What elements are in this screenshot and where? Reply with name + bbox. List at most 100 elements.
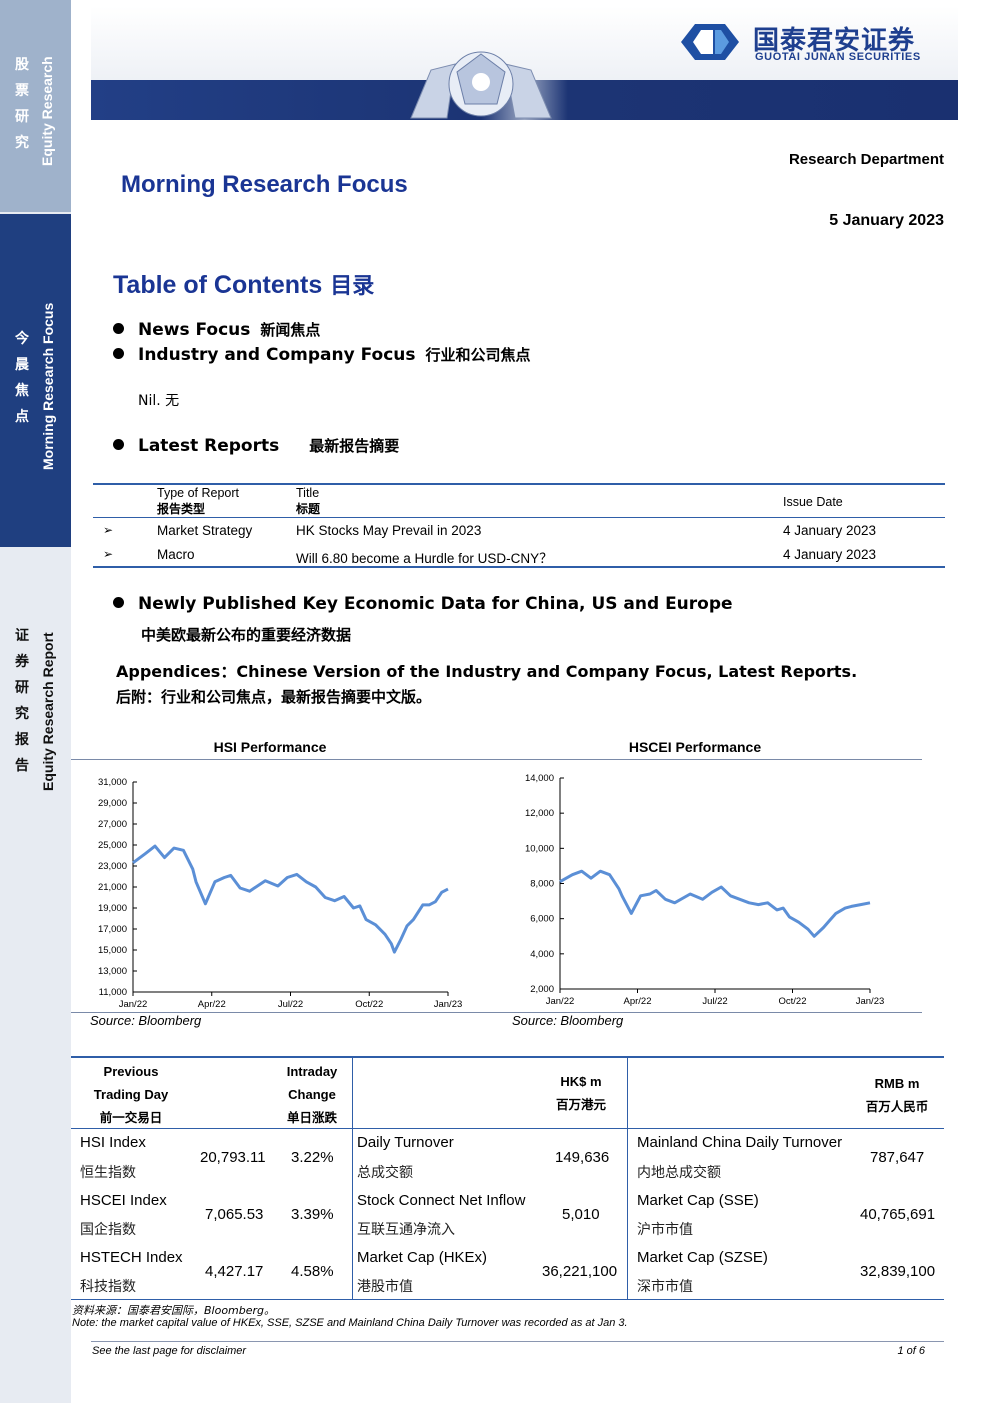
col-title-header: Title 标题 [296,486,321,516]
report-date: 5 January 2023 [829,212,944,229]
sidebar-bot-cn: 证券研究报告 [15,628,29,774]
y-tick-label: 27,000 [98,819,127,830]
cn-metric-value: 32,839,100 [860,1263,936,1280]
hsi-chart-title: HSI Performance [213,739,327,755]
hsi-chart-source: Source: Bloomberg [90,1013,202,1028]
y-tick-label: 2,000 [530,984,554,995]
hkd-header: HK$ m 百万港元 [555,1074,606,1112]
series-line [132,844,449,954]
index-name-cn: 恒生指数 [80,1165,136,1181]
header-banner: 国泰君安证券 GUOTAI JUNAN SECURITIES [91,6,958,122]
index-change: 3.39% [291,1206,334,1223]
x-tick-label: Oct/22 [779,996,807,1007]
x-tick-label: Jul/22 [278,999,303,1010]
x-tick-label: Jan/23 [434,999,463,1010]
cn-metric-value: 787,647 [870,1149,925,1166]
report-type: Market Strategy [157,523,253,538]
sidebar-mid-cn: 今晨焦点 [15,331,29,425]
y-tick-label: 12,000 [525,808,554,819]
hk-metric-cn: 互联互通净流入 [357,1222,455,1238]
x-tick-label: Jan/22 [546,996,575,1007]
index-prev-close: 20,793.11 [200,1149,266,1166]
rmb-header: RMB m 百万人民币 [865,1076,929,1114]
y-tick-label: 8,000 [530,879,554,890]
sidebar-equity-research: 股票研究 Equity Research [0,0,71,212]
index-name: HSI Index [80,1134,146,1151]
cn-metric-cn: 内地总成交额 [637,1165,721,1181]
hscei-chart-title: HSCEI Performance [628,739,762,755]
page-number: 1 of 6 [897,1345,925,1357]
x-tick-label: Oct/22 [355,999,383,1010]
report-type: Macro [157,547,195,562]
y-tick-label: 4,000 [530,949,554,960]
x-tick-label: Jan/23 [856,996,885,1007]
econ-data-cn: 中美欧最新公布的重要经济数据 [141,626,352,644]
toc-item-industry[interactable]: Industry and Company Focus 行业和公司焦点 [113,344,531,365]
toc-title: Table of Contents 目录 [113,271,375,299]
y-tick-label: 17,000 [98,924,127,935]
bullet-icon [113,439,124,450]
report-title: Morning Research Focus [121,171,408,198]
x-tick-label: Apr/22 [624,996,652,1007]
hk-metric-cn: 总成交额 [357,1165,413,1181]
data-source-note: 资料来源：国泰君安国际，Bloomberg。 [72,1304,276,1317]
hk-metric: Market Cap (HKEx) [357,1249,488,1266]
index-prev-close: 4,427.17 [205,1263,264,1280]
hk-metric-cn: 港股市值 [357,1279,413,1295]
market-cap-note: Note: the market capital value of HKEx, … [72,1317,628,1329]
logo-cn: 国泰君安证券 [753,26,916,56]
y-tick-label: 11,000 [99,987,127,998]
y-tick-label: 14,000 [525,773,554,784]
hscei-chart: 14,00012,00010,0008,0006,0004,0002,000Ja… [525,773,885,1007]
hsi-chart: 31,000 29,000 27,000 25,000 23,000 21,000 19,0… [98,777,463,1010]
y-tick-label: 21,000 [98,882,127,893]
hk-metric-value: 5,010 [562,1206,600,1223]
index-name: HSCEI Index [80,1192,167,1209]
cn-metric: Mainland China Daily Turnover [637,1134,843,1151]
hk-metric: Daily Turnover [357,1134,454,1151]
hscei-chart-source: Source: Bloomberg [512,1013,624,1028]
y-tick-label: 23,000 [98,861,127,872]
y-tick-label: 19,000 [98,903,127,914]
hk-metric-value: 36,221,100 [542,1263,618,1280]
index-change: 3.22% [291,1149,334,1166]
arrow-icon: ➢ [103,523,114,537]
toc-item-econ-data[interactable]: Newly Published Key Economic Data for Ch… [113,594,733,614]
y-tick-label: 13,000 [98,966,127,977]
cn-metric: Market Cap (SZSE) [637,1249,768,1266]
market-data-table: Previous Trading Day 前一交易日 Intraday Change 单… [71,1056,944,1301]
gtja-logo-icon [681,24,739,60]
hk-metric: Stock Connect Net Inflow [357,1192,526,1209]
toc-item-news[interactable]: News Focus 新闻焦点 [113,319,320,340]
nil-text: Nil. 无 [138,393,180,409]
y-tick-label: 10,000 [525,843,554,854]
sidebar-bot-en: Equity Research Report [40,632,56,791]
index-prev-close: 7,065.53 [205,1206,264,1223]
index-name-cn: 国企指数 [80,1222,136,1238]
y-tick-label: 29,000 [98,798,127,809]
bullet-icon [113,323,124,334]
diamond-graphic [410,51,552,119]
index-name: HSTECH Index [80,1249,183,1266]
sidebar-morning-focus: 今晨焦点 Morning Research Focus [0,214,71,547]
arrow-icon: ➢ [103,547,114,561]
bullet-icon [113,597,124,608]
x-tick-label: Apr/22 [198,999,226,1010]
cn-metric-cn: 沪市市值 [637,1222,693,1238]
col-date-header: Issue Date [783,495,843,509]
sidebar-mid-en: Morning Research Focus [40,302,56,470]
toc-item-latest-reports[interactable]: Latest Reports 最新报告摘要 [113,435,399,456]
x-tick-label: Jan/22 [119,999,148,1010]
index-name-cn: 科技指数 [80,1279,136,1295]
prev-day-header: Previous Trading Day 前一交易日 [93,1064,169,1125]
sidebar-top-cn: 股票研究 [15,57,29,151]
y-tick-label: 31,000 [98,777,127,788]
disclaimer-link[interactable]: See the last page for disclaimer [92,1345,247,1357]
y-tick-label: 15,000 [98,945,127,956]
report-title-link[interactable]: Will 6.80 become a Hurdle for USD-CNY？ [296,551,553,566]
sidebar-top-en: Equity Research [39,56,55,166]
series-line [559,869,871,938]
department: Research Department [788,151,944,168]
logo-en: GUOTAI JUNAN SECURITIES [755,51,921,63]
report-title-link[interactable]: HK Stocks May Prevail in 2023 [296,523,482,538]
